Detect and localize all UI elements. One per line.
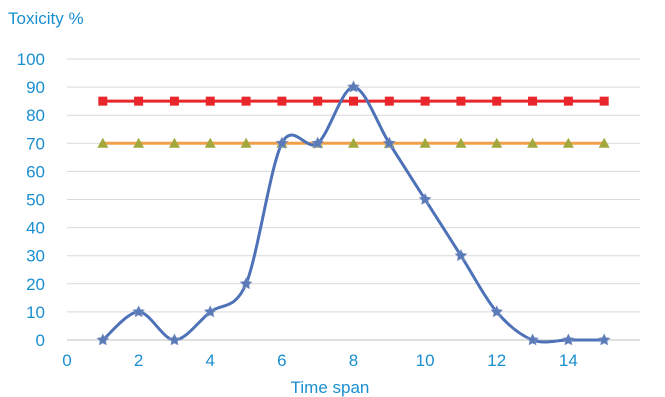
data-point-star — [96, 333, 110, 346]
y-tick-label: 40 — [26, 219, 45, 238]
data-point-star — [382, 136, 396, 149]
data-point-square — [313, 96, 323, 106]
data-point-square — [420, 96, 430, 106]
data-point-triangle — [455, 137, 467, 148]
series-blue — [96, 80, 611, 346]
data-point-triangle — [527, 137, 539, 148]
data-point-star — [168, 333, 181, 346]
y-tick-label: 70 — [26, 134, 45, 153]
x-tick-label: 12 — [487, 351, 506, 370]
x-tick-label: 2 — [134, 351, 143, 370]
series-red — [98, 96, 609, 106]
data-point-square — [241, 96, 251, 106]
series-layer — [96, 80, 611, 346]
y-tick-label: 90 — [26, 78, 45, 97]
y-tick-label: 30 — [26, 247, 45, 266]
x-tick-label: 14 — [559, 351, 578, 370]
data-point-square — [205, 96, 215, 106]
series-orange — [97, 137, 610, 148]
x-tick-label: 0 — [62, 351, 71, 370]
y-tick-label: 0 — [36, 331, 45, 350]
data-point-triangle — [133, 137, 145, 148]
grid-lines — [67, 58, 640, 341]
data-point-triangle — [240, 137, 252, 148]
data-point-triangle — [598, 137, 610, 148]
data-point-square — [98, 96, 108, 106]
data-point-square — [349, 96, 358, 106]
axis-layer: 0 10 20 30 40 50 60 70 80 90 100 0 2 4 6 8 10 12 14 — [17, 50, 578, 370]
data-point-square — [134, 96, 144, 106]
data-point-triangle — [348, 137, 359, 148]
data-point-square — [563, 96, 573, 106]
data-point-star — [597, 333, 611, 346]
y-tick-label: 20 — [26, 275, 45, 294]
series-line-blue — [101, 85, 605, 344]
data-point-triangle — [562, 137, 574, 148]
data-point-triangle — [168, 137, 180, 148]
data-point-star — [239, 277, 253, 290]
data-point-square — [384, 96, 394, 106]
data-point-square — [528, 96, 538, 106]
data-point-square — [492, 96, 502, 106]
x-tick-label: 8 — [349, 351, 358, 370]
data-point-star — [275, 136, 289, 149]
y-axis-title: Toxicity % — [8, 9, 84, 28]
data-point-triangle — [97, 137, 109, 148]
y-tick-label: 60 — [26, 162, 45, 181]
y-tick-label: 80 — [26, 106, 45, 125]
data-point-triangle — [491, 137, 503, 148]
data-point-star — [132, 305, 145, 318]
data-point-star — [311, 136, 325, 149]
x-tick-label: 6 — [277, 351, 286, 370]
y-tick-label: 10 — [26, 303, 45, 322]
data-point-star — [418, 192, 432, 205]
data-point-square — [456, 96, 466, 106]
data-point-triangle — [419, 137, 431, 148]
x-tick-label: 4 — [206, 351, 215, 370]
data-point-star — [203, 305, 217, 318]
data-point-square — [169, 96, 179, 106]
data-point-square — [277, 96, 287, 106]
data-point-star — [454, 249, 468, 262]
data-point-square — [599, 96, 609, 106]
x-tick-label: 10 — [416, 351, 435, 370]
y-tick-label: 100 — [17, 50, 45, 69]
data-point-star — [562, 333, 575, 346]
data-point-star — [526, 333, 539, 346]
data-point-star — [347, 80, 360, 93]
x-axis-title: Time span — [291, 378, 370, 397]
data-point-star — [490, 305, 504, 318]
y-tick-label: 50 — [26, 191, 45, 210]
data-point-triangle — [204, 137, 216, 148]
